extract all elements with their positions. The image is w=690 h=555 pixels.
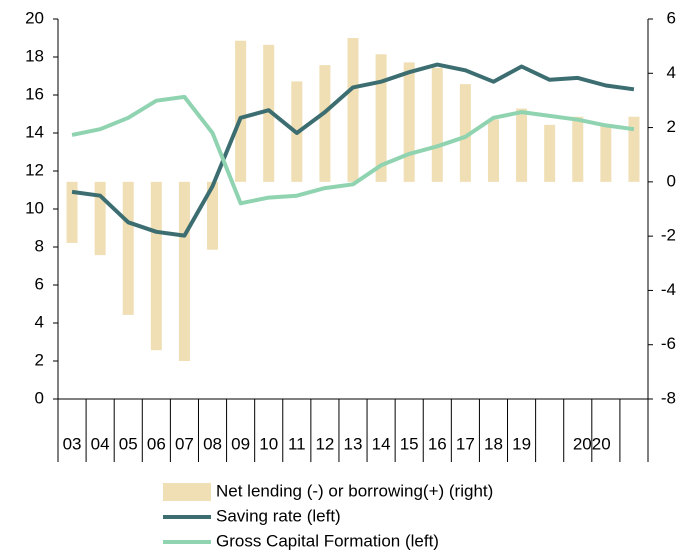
x-tick-label: 11	[288, 434, 306, 453]
y2-tick-label: -4	[661, 280, 676, 299]
y-tick-label: 20	[25, 8, 44, 27]
line	[71, 62, 635, 238]
y-tick-label: 10	[25, 198, 44, 217]
bar	[122, 181, 134, 315]
legend-swatch	[163, 483, 211, 501]
bar	[516, 108, 528, 182]
y-tick-label: 14	[25, 122, 44, 141]
x-tick-label: 2020	[573, 434, 611, 453]
bar	[544, 124, 556, 182]
bar	[235, 40, 247, 182]
bar	[487, 119, 499, 182]
bar	[319, 65, 331, 182]
x-tick-label: 13	[344, 434, 363, 453]
y-tick-label: 0	[35, 388, 44, 407]
x-tick-label: 04	[91, 434, 110, 453]
bar	[178, 181, 190, 361]
bar	[403, 62, 415, 182]
x-tick-label: 07	[175, 434, 194, 453]
x-tick-label: 16	[428, 434, 447, 453]
x-tick-label: 14	[372, 434, 391, 453]
y-tick-label: 16	[25, 84, 44, 103]
y2-tick-label: -8	[661, 388, 676, 407]
y2-tick-label: 0	[667, 171, 676, 190]
x-tick-label: 10	[259, 434, 278, 453]
bar	[628, 116, 640, 182]
x-tick-label: 12	[315, 434, 334, 453]
bar	[263, 44, 275, 182]
y-tick-label: 6	[35, 274, 44, 293]
x-tick-label: 17	[456, 434, 475, 453]
y2-tick-label: 2	[667, 117, 676, 136]
x-tick-label: 09	[231, 434, 250, 453]
x-tick-label: 19	[512, 434, 531, 453]
x-tick-label: 18	[484, 434, 503, 453]
legend-label: Net lending (-) or borrowing(+) (right)	[216, 481, 493, 500]
y2-tick-label: -2	[661, 226, 676, 245]
y2-tick-label: 6	[667, 8, 676, 27]
y2-tick-label: -6	[661, 334, 676, 353]
bar	[207, 181, 219, 250]
x-tick-label: 08	[203, 434, 222, 453]
y-tick-label: 2	[35, 350, 44, 369]
x-tick-label: 06	[147, 434, 166, 453]
bar	[150, 181, 162, 351]
legend-label: Gross Capital Formation (left)	[216, 531, 439, 550]
bar	[66, 181, 78, 243]
bar	[375, 54, 387, 182]
bar	[572, 116, 584, 182]
y-tick-label: 4	[35, 312, 44, 331]
y-tick-label: 8	[35, 236, 44, 255]
bar	[600, 124, 612, 182]
x-tick-label: 05	[119, 434, 138, 453]
bar	[347, 38, 359, 182]
x-tick-label: 15	[400, 434, 419, 453]
y2-tick-label: 4	[667, 63, 676, 82]
bar	[94, 181, 106, 256]
bar	[459, 84, 471, 182]
y-tick-label: 12	[25, 160, 44, 179]
bar	[431, 67, 443, 182]
y-tick-label: 18	[25, 46, 44, 65]
x-tick-label: 03	[63, 434, 82, 453]
legend-label: Saving rate (left)	[216, 506, 341, 525]
line	[71, 94, 635, 206]
